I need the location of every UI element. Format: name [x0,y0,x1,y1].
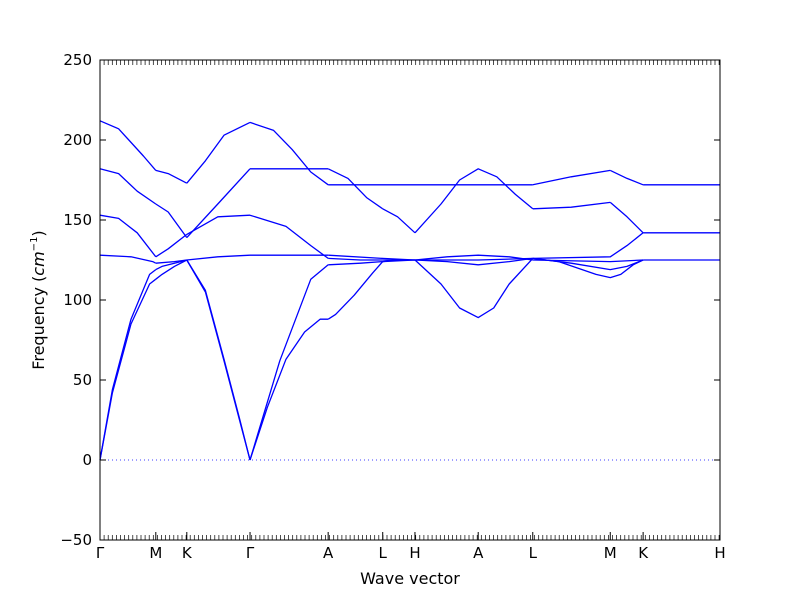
y-axis-label-math: cm [29,251,48,275]
band-29 [249,214,329,259]
x-tick-label: M [149,544,162,562]
band-41 [186,121,251,184]
tick-layer: −50 0 50 100 150 200 250 Γ M K Γ A L H A L M K H [60,51,725,562]
band-12 [249,264,329,461]
y-tick-label: 150 [63,211,92,229]
band-24 [532,232,644,260]
band-39 [99,120,157,171]
band-32 [186,168,251,239]
band-3 [249,318,329,461]
y-tick-label: 250 [63,51,92,69]
y-tick-label: −50 [60,531,92,549]
band-13 [328,259,416,266]
band-14 [414,257,533,266]
x-tick-label: L [529,544,538,562]
band-37 [532,201,611,210]
x-tick-label: L [379,544,388,562]
band-42 [249,121,329,186]
band-6 [414,257,534,319]
x-axis-label: Wave vector [360,569,460,588]
band-23 [328,257,533,261]
band-38 [609,201,644,234]
band-40 [155,169,188,184]
x-tick-label: A [323,544,334,562]
band-27 [155,233,188,258]
y-axis-label-sup: −1 [29,237,40,252]
band-26 [99,214,157,258]
x-tick-label: A [473,544,484,562]
band-28 [186,214,251,235]
band-17 [155,259,187,264]
x-tick-label: H [409,544,420,562]
y-tick-label: 200 [63,131,92,149]
band-2 [186,259,251,461]
band-31 [155,203,188,238]
x-tick-label: Γ [96,544,105,562]
band-35 [382,208,416,234]
y-tick-label: 100 [63,291,92,309]
band-45 [610,169,644,186]
band-36 [414,168,534,234]
x-tick-label: K [638,544,649,562]
band-30 [99,168,157,205]
x-tick-label: K [182,544,193,562]
y-tick-label: 0 [82,451,92,469]
plot-frame [99,59,721,541]
band-10 [155,259,187,271]
band-15 [532,257,644,271]
y-tick-label: 50 [73,371,92,389]
band-4 [327,261,384,320]
band-11 [186,259,251,461]
band-34 [327,168,384,210]
band-1 [155,259,188,280]
band-22 [532,259,644,263]
y-axis-label: Frequency (cm−1) [29,230,48,369]
x-tick-label: Γ [246,544,255,562]
band-0 [99,278,157,461]
plot-area [99,120,720,461]
band-9 [99,269,157,461]
band-16 [99,254,157,264]
x-tick-label: M [604,544,617,562]
band-18 [186,254,251,261]
x-tick-label: H [714,544,725,562]
y-axis-label-text: Frequency ( [29,276,48,370]
band-44 [532,169,611,186]
band-21 [414,254,533,261]
y-axis-label-close: ) [29,230,48,236]
